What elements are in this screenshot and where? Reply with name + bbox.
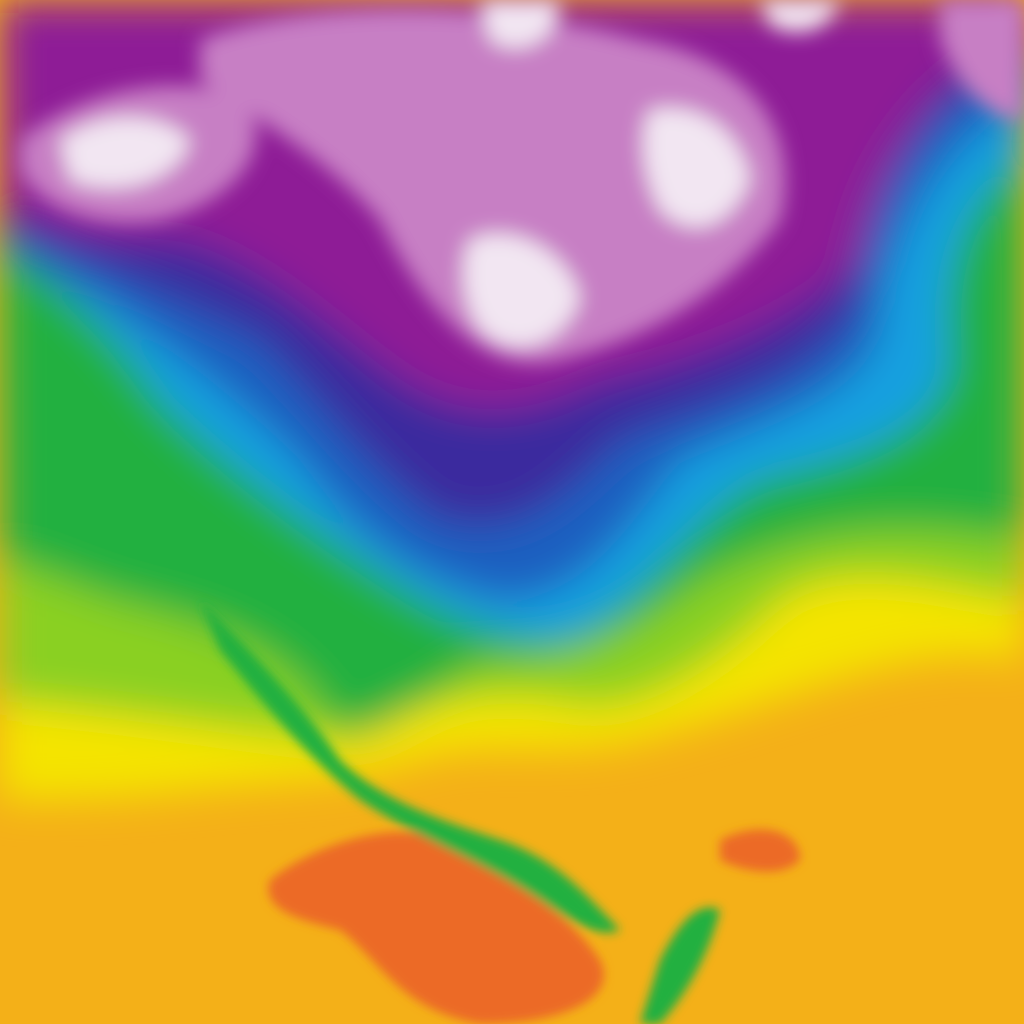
hottest-region-central-america <box>268 832 604 1024</box>
coldest-patch-5 <box>760 0 840 32</box>
hottest-patch-caribbean <box>720 829 800 872</box>
cold-region-central <box>200 10 785 364</box>
coldest-patch-4 <box>480 0 560 48</box>
coldest-patch-3 <box>643 108 750 227</box>
coldest-patch-1 <box>60 117 190 188</box>
mexico-green-strip <box>200 600 620 933</box>
south-america-green-strip <box>640 907 720 1024</box>
coldest-patch-2 <box>463 233 580 347</box>
cold-region-northeast <box>940 0 1024 120</box>
